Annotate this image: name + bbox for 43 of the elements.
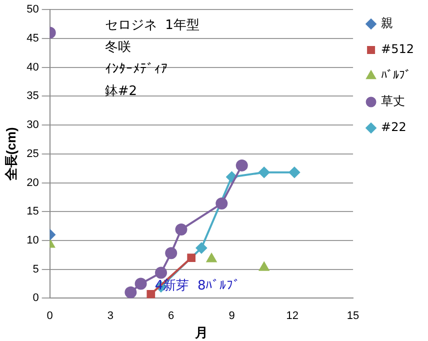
point: [187, 254, 196, 262]
legend-label: #22: [381, 120, 406, 134]
y-tick-label: 0: [32, 292, 39, 304]
point: [134, 278, 147, 290]
legend-label: ﾊﾞﾙﾌﾞ: [381, 68, 412, 82]
x-tick-label: 15: [346, 310, 360, 322]
annotation: 鉢#2: [104, 84, 138, 99]
annotation: 冬咲: [104, 40, 131, 55]
y-axis-title: 全長(cm): [3, 127, 18, 182]
y-tick-label: 15: [26, 206, 39, 218]
point: [155, 266, 168, 279]
y-tick-label: 10: [26, 234, 39, 247]
point: [196, 242, 207, 254]
point: [146, 290, 156, 298]
x-tick-label: 12: [286, 310, 299, 322]
y-tick-label: 35: [26, 90, 39, 102]
legend-label: 親: [381, 16, 394, 30]
annotation: ｲﾝﾀｰﾒﾃﾞｨｱ: [104, 62, 168, 77]
y-tick-label: 30: [26, 119, 39, 132]
point: [288, 166, 300, 178]
x-tick-label: 9: [228, 310, 235, 322]
y-tick-label: 25: [26, 148, 39, 160]
point: [124, 286, 137, 298]
y-tick-label: 5: [32, 263, 39, 276]
y-tick-label: 20: [26, 176, 39, 189]
point: [226, 171, 238, 182]
x-axis-title: 月: [194, 324, 208, 340]
x-tick-label: 3: [107, 310, 114, 322]
point: [259, 262, 269, 271]
point: [216, 198, 228, 210]
legend-label: #512: [381, 42, 414, 56]
point: [165, 247, 178, 260]
annotation: セロジネ 1年型: [104, 18, 200, 33]
legend-label: 草丈: [381, 94, 406, 108]
point: [175, 224, 188, 236]
y-tick-label: 45: [26, 32, 39, 44]
x-tick-label: 6: [168, 310, 174, 322]
y-tick-label: 50: [26, 4, 39, 16]
y-tick-label: 40: [26, 61, 39, 74]
point: [258, 166, 270, 178]
point: [206, 253, 216, 262]
x-tick-label: 0: [46, 310, 53, 322]
point: [236, 159, 248, 172]
